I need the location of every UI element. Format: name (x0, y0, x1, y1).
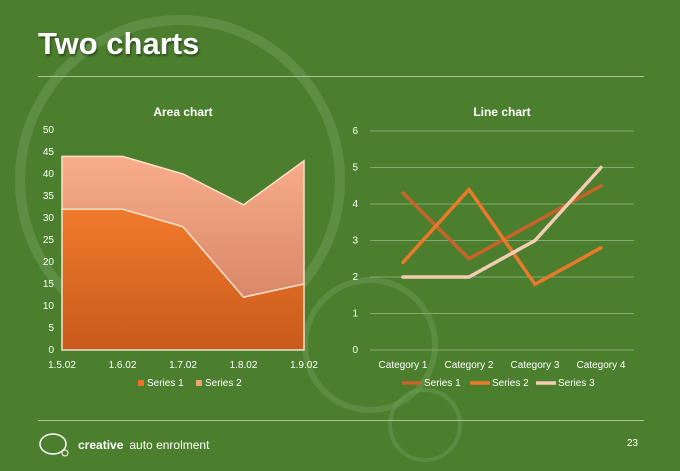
line-legend-label: Series 2 (492, 378, 529, 389)
line-x-tick-label: Category 4 (577, 360, 626, 371)
area-y-tick-label: 50 (43, 125, 55, 136)
top-divider (38, 76, 644, 77)
line-y-tick-label: 1 (352, 309, 358, 320)
line-series-1 (401, 184, 603, 261)
area-y-tick-label: 15 (43, 279, 55, 290)
area-y-tick-label: 20 (43, 257, 55, 268)
decor-circle-small (388, 388, 462, 462)
footer-logo: creative auto enrolment (38, 432, 209, 458)
area-y-tick-label: 40 (43, 169, 55, 180)
line-chart-title: Line chart (473, 105, 530, 119)
line-y-tick-label: 4 (352, 199, 358, 210)
line-series-3 (401, 165, 603, 279)
logo-brand: creative (78, 438, 124, 452)
line-series-2 (401, 186, 603, 287)
logo-tagline: auto enrolment (129, 438, 210, 452)
logo-magnifier-icon (39, 433, 69, 457)
area-x-tick-label: 1.9.02 (290, 360, 318, 371)
slide-title: Two charts (38, 26, 200, 61)
line-legend-label: Series 3 (558, 378, 595, 389)
area-legend-swatch (138, 380, 144, 386)
area-y-tick-label: 35 (43, 191, 55, 202)
area-legend-label: Series 1 (147, 378, 184, 389)
bottom-divider (38, 420, 644, 421)
area-x-tick-label: 1.6.02 (109, 360, 137, 371)
area-y-tick-label: 25 (43, 235, 55, 246)
area-x-tick-label: 1.7.02 (169, 360, 197, 371)
area-x-tick-label: 1.5.02 (48, 360, 76, 371)
line-y-tick-label: 0 (352, 345, 358, 356)
area-x-tick-label: 1.8.02 (230, 360, 258, 371)
line-x-tick-label: Category 2 (445, 360, 494, 371)
line-y-tick-label: 2 (352, 272, 358, 283)
line-y-tick-label: 6 (352, 126, 358, 137)
area-y-tick-label: 30 (43, 213, 55, 224)
area-chart-title: Area chart (153, 105, 212, 119)
area-y-tick-label: 0 (48, 345, 54, 356)
line-x-tick-label: Category 3 (511, 360, 560, 371)
page-number: 23 (626, 438, 638, 449)
decor-circle-medium (302, 277, 438, 413)
line-legend-label: Series 1 (424, 378, 461, 389)
area-y-tick-label: 10 (43, 301, 55, 312)
line-y-tick-label: 3 (352, 236, 358, 247)
line-y-tick-label: 5 (352, 163, 358, 174)
area-y-tick-label: 5 (48, 323, 54, 334)
area-legend-label: Series 2 (205, 378, 242, 389)
area-legend-swatch (196, 380, 202, 386)
area-y-tick-label: 45 (43, 147, 55, 158)
line-x-tick-label: Category 1 (379, 360, 428, 371)
